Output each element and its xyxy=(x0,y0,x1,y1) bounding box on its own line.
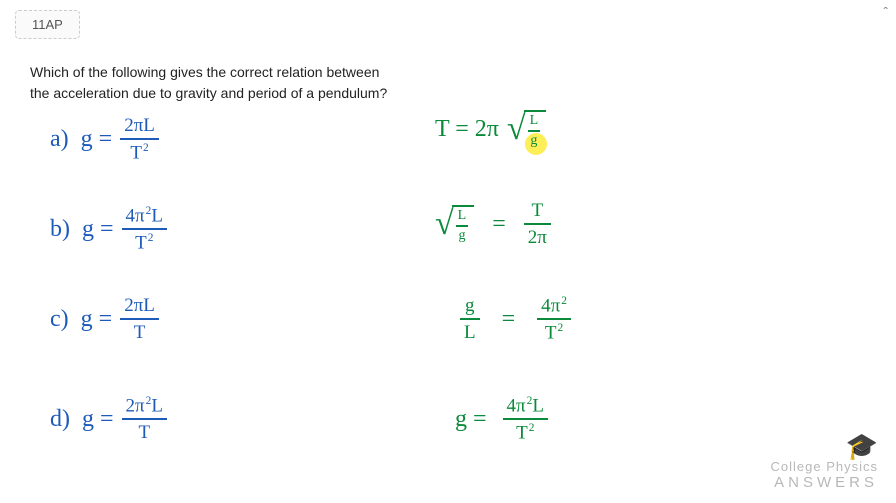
fraction-line xyxy=(120,318,159,320)
sqrt-icon: √ L g xyxy=(435,205,474,243)
option-c-fraction: 2πL T xyxy=(120,295,159,343)
question-line1: Which of the following gives the correct… xyxy=(30,64,379,80)
fraction-line xyxy=(528,130,541,132)
option-d-num: 2π2L xyxy=(122,395,167,416)
work2-rhs-frac: T 2π xyxy=(524,200,551,248)
equals-icon: = xyxy=(502,306,516,333)
sqrt-icon: √ L g xyxy=(507,110,546,148)
fraction-line xyxy=(456,225,469,227)
fraction-line xyxy=(537,318,571,320)
graduation-cap-icon: 🎓 xyxy=(771,433,879,459)
option-c-den: T xyxy=(130,322,150,343)
option-a-den: T2 xyxy=(126,142,152,163)
work-step-2: √ L g = T 2π xyxy=(435,200,551,248)
work3-rhs-frac: 4π2 T2 xyxy=(537,295,571,344)
option-b-label: b) xyxy=(50,216,70,243)
problem-tag: 11AP xyxy=(15,10,80,39)
fraction-line xyxy=(122,418,167,420)
work1-lhs: T = 2π xyxy=(435,116,499,143)
option-d-den: T xyxy=(134,422,154,443)
fraction-line xyxy=(524,223,551,225)
logo-line1: College Physics xyxy=(771,459,879,474)
work-step-3: g L = 4π2 T2 xyxy=(460,295,571,344)
work-step-1: T = 2π √ L g xyxy=(435,110,546,148)
option-d: d) g = 2π2L T xyxy=(50,395,167,443)
work4-frac: 4π2L T2 xyxy=(503,395,548,444)
option-c: c) g = 2πL T xyxy=(50,295,159,343)
option-a-lhs: g = xyxy=(81,126,113,153)
option-b: b) g = 4π2L T2 xyxy=(50,205,167,254)
question-line2: the acceleration due to gravity and peri… xyxy=(30,85,387,101)
option-b-fraction: 4π2L T2 xyxy=(122,205,167,254)
option-a-num: 2πL xyxy=(120,115,159,136)
logo: 🎓 College Physics ANSWERS xyxy=(771,433,879,491)
work2-sqrt-frac: L g xyxy=(456,209,469,243)
option-c-lhs: g = xyxy=(81,306,113,333)
fraction-line xyxy=(460,318,480,320)
option-a: a) g = 2πL T2 xyxy=(50,115,159,163)
work3-lhs-frac: g L xyxy=(460,295,480,343)
option-c-num: 2πL xyxy=(120,295,159,316)
highlighted-g: g xyxy=(528,134,539,148)
option-b-lhs: g = xyxy=(82,216,114,243)
option-b-den: T2 xyxy=(131,232,157,253)
fraction-line xyxy=(120,138,159,140)
work-step-4: g = 4π2L T2 xyxy=(455,395,548,444)
top-controls: ˆ xyxy=(883,4,888,20)
option-d-fraction: 2π2L T xyxy=(122,395,167,443)
option-d-label: d) xyxy=(50,406,70,433)
option-a-fraction: 2πL T2 xyxy=(120,115,159,163)
work4-lhs: g = xyxy=(455,406,487,433)
equals-icon: = xyxy=(492,211,506,238)
caret-up-icon[interactable]: ˆ xyxy=(883,4,888,20)
fraction-line xyxy=(503,418,548,420)
fraction-line xyxy=(122,228,167,230)
option-a-label: a) xyxy=(50,126,69,153)
option-c-label: c) xyxy=(50,306,69,333)
option-b-num: 4π2L xyxy=(122,205,167,226)
tag-text: 11AP xyxy=(32,17,63,32)
work1-sqrt-frac: L g xyxy=(528,114,541,148)
question-text: Which of the following gives the correct… xyxy=(30,62,387,104)
logo-line2: ANSWERS xyxy=(771,474,879,491)
option-d-lhs: g = xyxy=(82,406,114,433)
